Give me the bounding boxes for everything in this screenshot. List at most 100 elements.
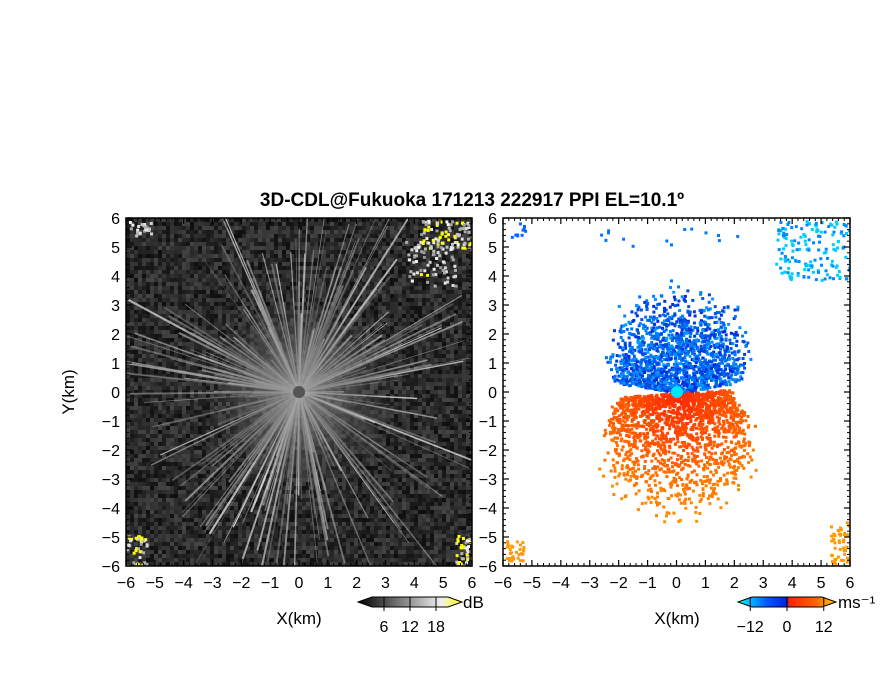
noise-cell xyxy=(418,342,422,346)
noise-cell xyxy=(382,262,386,266)
noise-cell xyxy=(358,358,362,362)
noise-cell xyxy=(226,386,230,390)
noise-cell xyxy=(238,306,242,310)
noise-cell xyxy=(418,254,422,258)
noise-cell xyxy=(222,358,226,362)
noise-cell xyxy=(278,274,282,278)
noise-cell xyxy=(222,286,226,290)
noise-cell xyxy=(154,342,158,346)
noise-cell xyxy=(210,446,214,450)
noise-cell xyxy=(306,286,310,290)
noise-cell xyxy=(174,442,178,446)
noise-cell xyxy=(230,246,234,250)
noise-cell xyxy=(306,258,310,262)
noise-cell xyxy=(370,334,374,338)
noise-cell xyxy=(422,374,426,378)
noise-cell xyxy=(182,386,186,390)
noise-cell xyxy=(226,270,230,274)
noise-cell xyxy=(446,414,450,418)
noise-cell xyxy=(286,254,290,258)
noise-cell xyxy=(270,246,274,250)
noise-cell xyxy=(206,426,210,430)
noise-cell xyxy=(434,354,438,358)
noise-cell xyxy=(302,334,306,338)
noise-cell xyxy=(366,406,370,410)
noise-cell xyxy=(226,306,230,310)
noise-cell xyxy=(130,310,134,314)
noise-cell xyxy=(470,302,472,306)
noise-cell xyxy=(198,426,202,430)
noise-cell xyxy=(366,238,370,242)
noise-cell xyxy=(294,322,298,326)
noise-cell xyxy=(186,338,190,342)
noise-cell xyxy=(230,410,234,414)
noise-cell xyxy=(414,274,418,278)
noise-cell xyxy=(126,230,130,234)
noise-cell xyxy=(282,254,286,258)
noise-cell xyxy=(198,346,202,350)
noise-cell xyxy=(202,366,206,370)
noise-cell xyxy=(178,226,182,230)
noise-cell xyxy=(218,322,222,326)
noise-cell xyxy=(414,414,418,418)
noise-cell xyxy=(202,270,206,274)
noise-cell xyxy=(158,406,162,410)
noise-cell xyxy=(242,246,246,250)
noise-cell xyxy=(334,402,338,406)
noise-cell xyxy=(374,238,378,242)
noise-cell xyxy=(470,374,472,378)
noise-cell xyxy=(230,322,234,326)
noise-cell xyxy=(178,402,182,406)
noise-cell xyxy=(246,422,250,426)
noise-cell xyxy=(358,290,362,294)
noise-cell xyxy=(270,290,274,294)
noise-cell xyxy=(378,294,382,298)
noise-cell xyxy=(274,394,278,398)
noise-cell xyxy=(470,370,472,374)
noise-cell xyxy=(206,234,210,238)
noise-cell xyxy=(430,278,434,282)
noise-cell xyxy=(334,234,338,238)
noise-cell xyxy=(234,350,238,354)
noise-cell xyxy=(198,238,202,242)
noise-cell xyxy=(234,322,238,326)
noise-cell xyxy=(458,378,462,382)
noise-cell xyxy=(402,402,406,406)
noise-cell xyxy=(314,346,318,350)
noise-cell xyxy=(450,322,454,326)
noise-cell xyxy=(166,226,170,230)
noise-cell xyxy=(142,354,146,358)
noise-cell xyxy=(402,250,406,254)
noise-cell xyxy=(394,358,398,362)
noise-cell xyxy=(282,266,286,270)
noise-cell xyxy=(346,386,350,390)
noise-cell xyxy=(174,306,178,310)
noise-cell xyxy=(198,334,202,338)
noise-cell xyxy=(294,298,298,302)
noise-cell xyxy=(206,222,210,226)
noise-cell xyxy=(138,246,142,250)
noise-cell xyxy=(170,330,174,334)
noise-cell xyxy=(250,322,254,326)
noise-cell xyxy=(402,358,406,362)
noise-cell xyxy=(402,346,406,350)
noise-cell xyxy=(418,266,422,270)
noise-cell xyxy=(166,242,170,246)
noise-cell xyxy=(446,310,450,314)
noise-cell xyxy=(438,398,442,402)
noise-cell xyxy=(426,418,430,422)
noise-cell xyxy=(238,234,242,238)
noise-cell xyxy=(374,362,378,366)
noise-cell xyxy=(178,282,182,286)
noise-cell xyxy=(222,250,226,254)
noise-cell xyxy=(466,314,470,318)
noise-cell xyxy=(370,266,374,270)
noise-cell xyxy=(446,218,450,222)
noise-cell xyxy=(374,314,378,318)
noise-cell xyxy=(450,238,454,242)
noise-cell xyxy=(142,254,146,258)
noise-cell xyxy=(334,278,338,282)
noise-cell xyxy=(238,434,242,438)
noise-cell xyxy=(414,282,418,286)
noise-cell xyxy=(322,366,326,370)
